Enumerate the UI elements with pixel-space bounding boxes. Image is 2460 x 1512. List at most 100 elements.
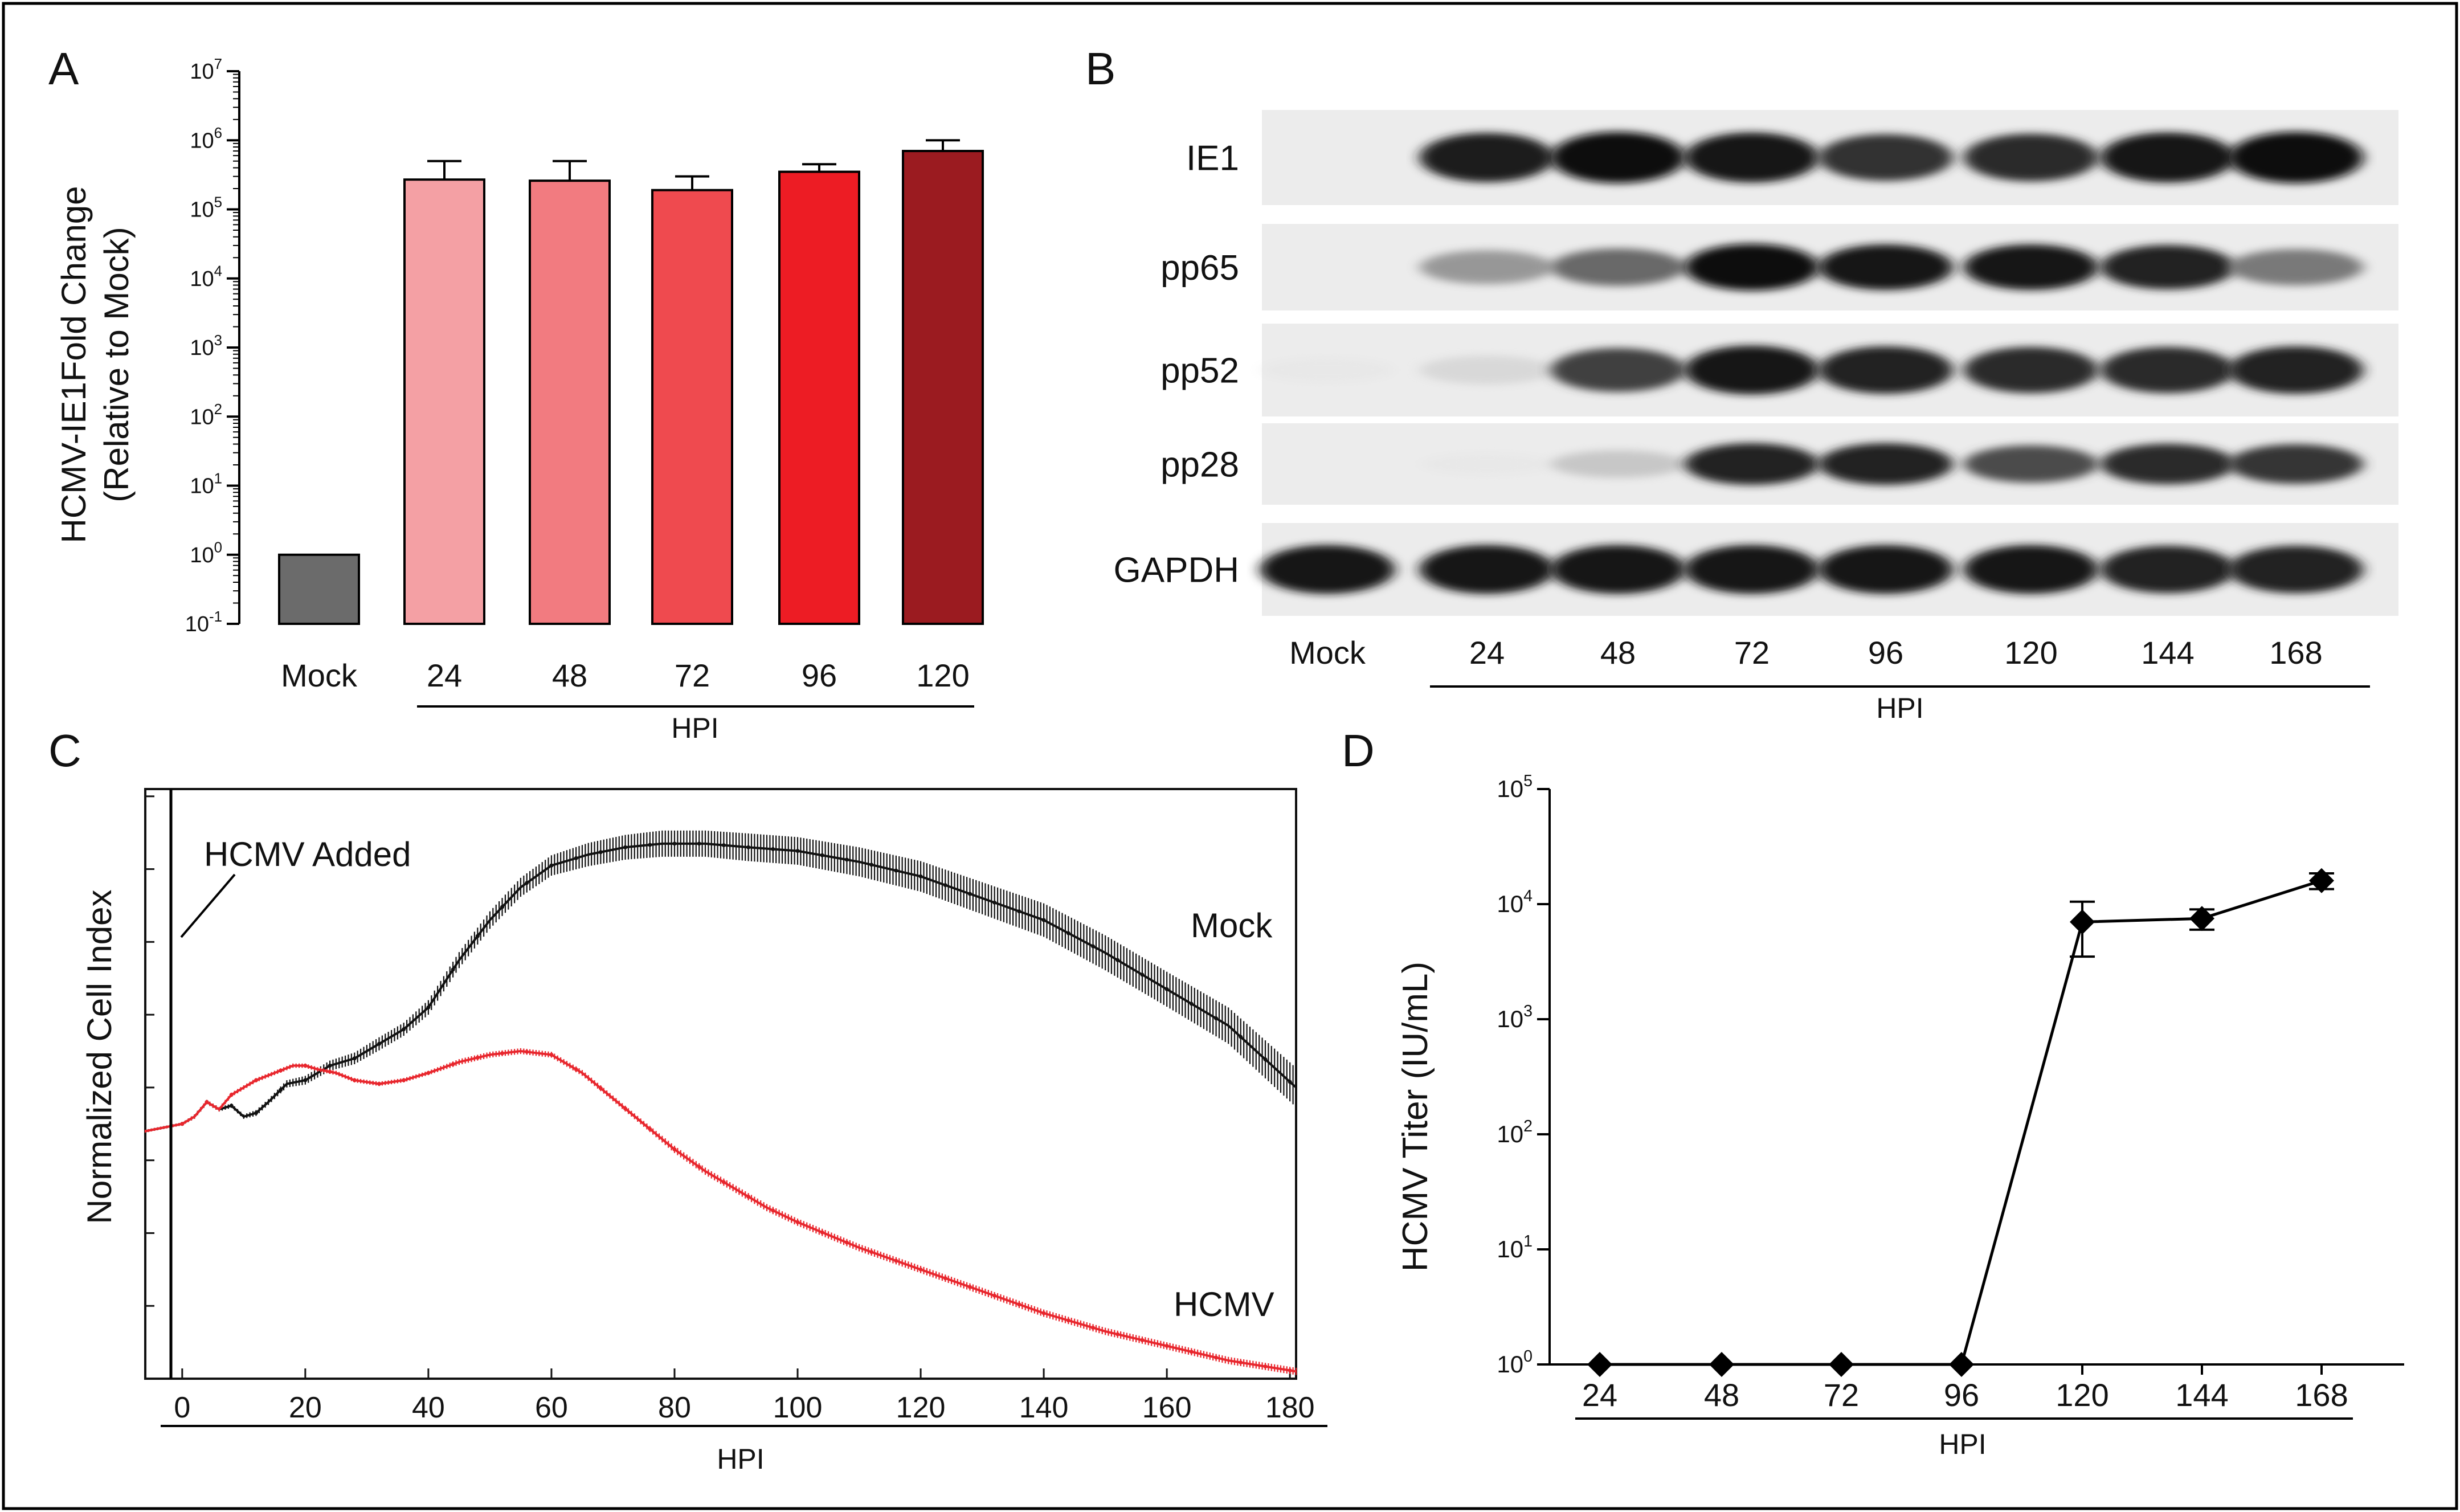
blot-lane-label: 72 [1734, 635, 1770, 671]
blot-row-label: pp65 [1160, 248, 1239, 288]
panel-c-point [402, 1078, 406, 1082]
panel-c-point [426, 1070, 431, 1075]
panel-c-point [352, 1056, 357, 1061]
blot-row-ie1: IE1 [1186, 110, 2398, 205]
panel-c-point [918, 1267, 923, 1272]
panel-c-point [1091, 1326, 1096, 1330]
blot-band [2101, 545, 2235, 594]
panel-d-x-tick-label: 120 [2056, 1377, 2108, 1413]
panel-c-point [992, 900, 997, 905]
blot-band [2229, 444, 2363, 484]
panel-c-series [144, 830, 1297, 1375]
panel-c-point [967, 1285, 972, 1289]
panel-c-point [451, 1062, 455, 1066]
panel-c-point [377, 1041, 381, 1046]
panel-c-point [1214, 1016, 1219, 1020]
blot-band [1420, 133, 1554, 182]
panel-c-x-tick-label: 120 [896, 1391, 946, 1424]
panel-a-bar-120 [902, 150, 984, 625]
panel-c-point [279, 1068, 283, 1073]
panel-label-d: D [1342, 725, 1375, 776]
panel-a-x-tick-labels: Mock 24 48 72 96 120 [281, 657, 970, 693]
panel-c-point [1017, 1302, 1021, 1307]
panel-c-point [1214, 1355, 1219, 1360]
panel-a-bar-mock [278, 553, 360, 625]
panel-c-point [795, 1220, 800, 1224]
panel-c-series-hcmv [144, 1048, 1297, 1375]
panel-d-x-tick-label: 168 [2295, 1377, 2348, 1413]
panel-c-point [894, 868, 898, 873]
panel-c-xlabel: HPI [717, 1443, 764, 1475]
panel-d-x-tick-label: 144 [2175, 1377, 2228, 1413]
blot-band [2229, 545, 2363, 594]
panel-c-point [869, 863, 874, 867]
panel-c-line [145, 842, 1297, 1133]
blot-row-gapdh: GAPDH [1114, 523, 2398, 616]
panel-d-x-tick-label: 48 [1704, 1377, 1739, 1413]
panel-c-point [180, 1122, 185, 1126]
panel-c-point [1115, 1332, 1120, 1337]
panel-c-point [1189, 1002, 1194, 1006]
blot-band [1551, 248, 1685, 286]
panel-c-point [672, 1147, 677, 1151]
panel-c-point [279, 1088, 283, 1092]
blot-band [1551, 545, 1685, 594]
panel-a-x-tick-label: 96 [802, 657, 837, 693]
panel-a-bar-chart: HCMV-IE1Fold Change (Relative to Mock) 1… [55, 56, 984, 744]
panel-d-y-tick-label: 100 [1497, 1347, 1533, 1378]
panel-c-point [943, 1276, 947, 1281]
panel-b-rows: IE1 pp65 pp52 pp28 GAPDH [1114, 110, 2398, 616]
blot-band [1685, 243, 1819, 291]
panel-c-point [1066, 1318, 1070, 1323]
panel-c-point [795, 849, 800, 853]
blot-band [1685, 345, 1819, 395]
panel-c-point [1239, 1035, 1243, 1039]
panel-c-point [844, 1240, 849, 1245]
panel-d-x-tick-label: 96 [1944, 1377, 1979, 1413]
panel-d-axes: 100 101 102 103 104 105 24 48 72 96 120 144 168 [1497, 772, 2404, 1413]
panel-c-point [697, 841, 701, 846]
panel-c-point [205, 1100, 209, 1104]
panel-d-y-tick-label: 105 [1497, 772, 1533, 802]
panel-d-xlabel: HPI [1939, 1428, 1986, 1460]
panel-d-series [1587, 868, 2334, 1377]
panel-c-axes: 0 20 40 60 80 100 120 140 160 180 [145, 795, 1315, 1424]
panel-c-hcmv-label: HCMV [1174, 1285, 1274, 1323]
panel-d-ylabel: HCMV Titer (IU/mL) [1396, 962, 1435, 1272]
panel-c-point [1041, 1311, 1046, 1315]
panel-c-point [598, 1086, 603, 1090]
blot-lane-label: 48 [1600, 635, 1636, 671]
panel-c-point [1239, 1360, 1243, 1365]
blot-band [1964, 545, 2098, 594]
panel-a-ylabel-line2: (Relative to Mock) [97, 227, 136, 502]
blot-row-pp28: pp28 [1160, 423, 2398, 505]
panel-c-point [1164, 1344, 1169, 1348]
panel-c-point [746, 845, 751, 849]
blot-row-pp52: pp52 [1160, 324, 2398, 416]
blot-band [1819, 134, 1953, 181]
blot-band [1819, 244, 1953, 291]
panel-a-x-tick-label: 120 [916, 657, 969, 693]
blot-band [1420, 355, 1554, 385]
panel-c-point [426, 1005, 431, 1010]
panel-c-point [820, 853, 824, 857]
panel-a-bar-72 [651, 189, 733, 625]
panel-d-y-tick-label: 101 [1497, 1232, 1533, 1262]
panel-a-y-tick-label: 105 [190, 194, 222, 222]
panel-c-point [229, 1104, 234, 1108]
panel-c-point [1017, 909, 1021, 914]
panel-d-point-48 [1709, 1352, 1734, 1377]
panel-c-point [623, 845, 628, 849]
panel-c-x-tick-label: 60 [535, 1391, 568, 1424]
panel-c-point [574, 856, 578, 860]
panel-c-point [303, 1064, 308, 1068]
blot-band [2101, 132, 2235, 183]
panel-d-line-chart: HCMV Titer (IU/mL) 100 101 102 103 104 105 24 4… [1396, 772, 2404, 1460]
panel-c-point [623, 1106, 628, 1111]
blot-band [2229, 346, 2363, 394]
panel-c-point [475, 1056, 480, 1060]
panel-c-series-mock [144, 830, 1297, 1133]
panel-a-y-tick-label: 104 [190, 264, 222, 291]
panel-a-y-tick-label: 106 [190, 125, 222, 153]
